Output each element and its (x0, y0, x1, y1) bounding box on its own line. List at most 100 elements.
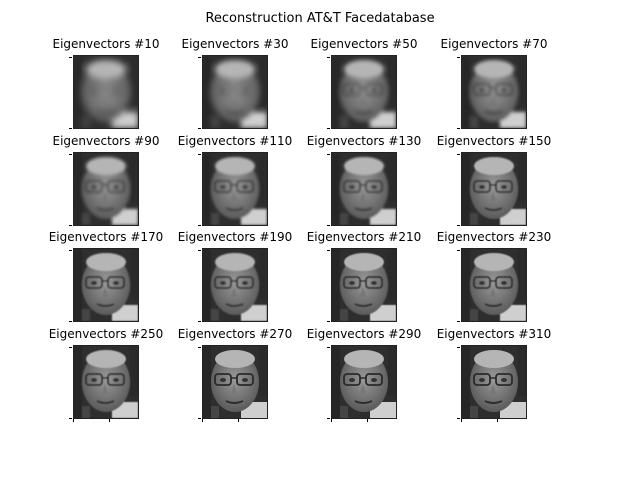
subplot-title: Eigenvectors #70 (440, 37, 548, 51)
subplot-title: Eigenvectors #110 (177, 134, 293, 148)
subplot-panel: Eigenvectors #50 (311, 37, 461, 134)
y-axis-tick (457, 321, 460, 322)
y-axis-tick (69, 154, 72, 155)
y-axis-tick (198, 347, 201, 348)
y-axis-tick (457, 225, 460, 226)
reconstructed-face (73, 152, 139, 226)
subplot-title: Eigenvectors #290 (306, 327, 422, 341)
face-image (74, 56, 138, 128)
x-axis-tick (331, 419, 332, 422)
subplot-panel: Eigenvectors #30 (182, 37, 332, 134)
reconstructed-face (461, 55, 527, 129)
subplot-title: Eigenvectors #10 (52, 37, 160, 51)
face-image (203, 249, 267, 321)
y-axis-tick (198, 321, 201, 322)
x-axis-tick (109, 419, 110, 422)
face-image (332, 153, 396, 225)
x-axis-tick (202, 419, 203, 422)
reconstructed-face (202, 345, 268, 419)
reconstructed-face (202, 248, 268, 322)
y-axis-tick (198, 57, 201, 58)
y-axis-tick (327, 321, 330, 322)
x-axis-tick (238, 419, 239, 422)
reconstructed-face (73, 345, 139, 419)
subplot-panel: Eigenvectors #70 (441, 37, 591, 134)
y-axis-tick (198, 250, 201, 251)
subplot-panel: Eigenvectors #250 (49, 327, 203, 424)
figure-title: Reconstruction AT&T Facedatabase (205, 11, 435, 26)
y-axis-tick (457, 154, 460, 155)
y-axis-tick (457, 128, 460, 129)
x-axis-tick (497, 419, 498, 422)
y-axis-tick (327, 347, 330, 348)
subplot-title: Eigenvectors #230 (436, 230, 552, 244)
y-axis-tick (327, 57, 330, 58)
reconstructed-face (202, 152, 268, 226)
reconstructed-face (331, 345, 397, 419)
subplot-title: Eigenvectors #250 (48, 327, 164, 341)
reconstructed-face (461, 152, 527, 226)
face-image (203, 56, 267, 128)
subplot-panel: Eigenvectors #110 (178, 134, 332, 231)
face-image (462, 153, 526, 225)
reconstructed-face (461, 248, 527, 322)
face-image (332, 56, 396, 128)
face-image (74, 249, 138, 321)
reconstructed-face (331, 248, 397, 322)
x-axis-tick (73, 419, 74, 422)
y-axis-tick (457, 57, 460, 58)
subplot-title: Eigenvectors #90 (52, 134, 160, 148)
y-axis-tick (198, 128, 201, 129)
y-axis-tick (69, 128, 72, 129)
reconstructed-face (73, 248, 139, 322)
reconstructed-face (331, 55, 397, 129)
subplot-panel: Eigenvectors #310 (437, 327, 591, 424)
x-axis-tick (461, 419, 462, 422)
y-axis-tick (198, 154, 201, 155)
reconstructed-face (461, 345, 527, 419)
subplot-title: Eigenvectors #310 (436, 327, 552, 341)
y-axis-tick (69, 321, 72, 322)
subplot-panel: Eigenvectors #290 (307, 327, 461, 424)
subplot-title: Eigenvectors #190 (177, 230, 293, 244)
reconstructed-face (331, 152, 397, 226)
face-image (462, 249, 526, 321)
y-axis-tick (327, 250, 330, 251)
subplot-panel: Eigenvectors #150 (437, 134, 591, 231)
subplot-panel: Eigenvectors #130 (307, 134, 461, 231)
face-image (332, 346, 396, 418)
reconstructed-face (202, 55, 268, 129)
y-axis-tick (69, 347, 72, 348)
reconstructed-face (73, 55, 139, 129)
subplot-panel: Eigenvectors #90 (53, 134, 203, 231)
y-axis-tick (327, 154, 330, 155)
y-axis-tick (198, 225, 201, 226)
y-axis-tick (327, 225, 330, 226)
face-image (74, 346, 138, 418)
face-image (332, 249, 396, 321)
y-axis-tick (327, 128, 330, 129)
y-axis-tick (69, 418, 72, 419)
subplot-title: Eigenvectors #150 (436, 134, 552, 148)
subplot-title: Eigenvectors #30 (181, 37, 289, 51)
y-axis-tick (69, 57, 72, 58)
x-axis-tick (367, 419, 368, 422)
subplot-title: Eigenvectors #210 (306, 230, 422, 244)
face-image (462, 346, 526, 418)
subplot-panel: Eigenvectors #10 (53, 37, 203, 134)
subplot-panel: Eigenvectors #210 (307, 230, 461, 327)
subplot-panel: Eigenvectors #230 (437, 230, 591, 327)
face-image (462, 56, 526, 128)
face-image (203, 346, 267, 418)
y-axis-tick (327, 418, 330, 419)
subplot-panel: Eigenvectors #190 (178, 230, 332, 327)
y-axis-tick (457, 250, 460, 251)
y-axis-tick (69, 250, 72, 251)
face-image (74, 153, 138, 225)
subplot-title: Eigenvectors #130 (306, 134, 422, 148)
y-axis-tick (457, 347, 460, 348)
y-axis-tick (457, 418, 460, 419)
face-image (203, 153, 267, 225)
subplot-title: Eigenvectors #270 (177, 327, 293, 341)
subplot-panel: Eigenvectors #170 (49, 230, 203, 327)
